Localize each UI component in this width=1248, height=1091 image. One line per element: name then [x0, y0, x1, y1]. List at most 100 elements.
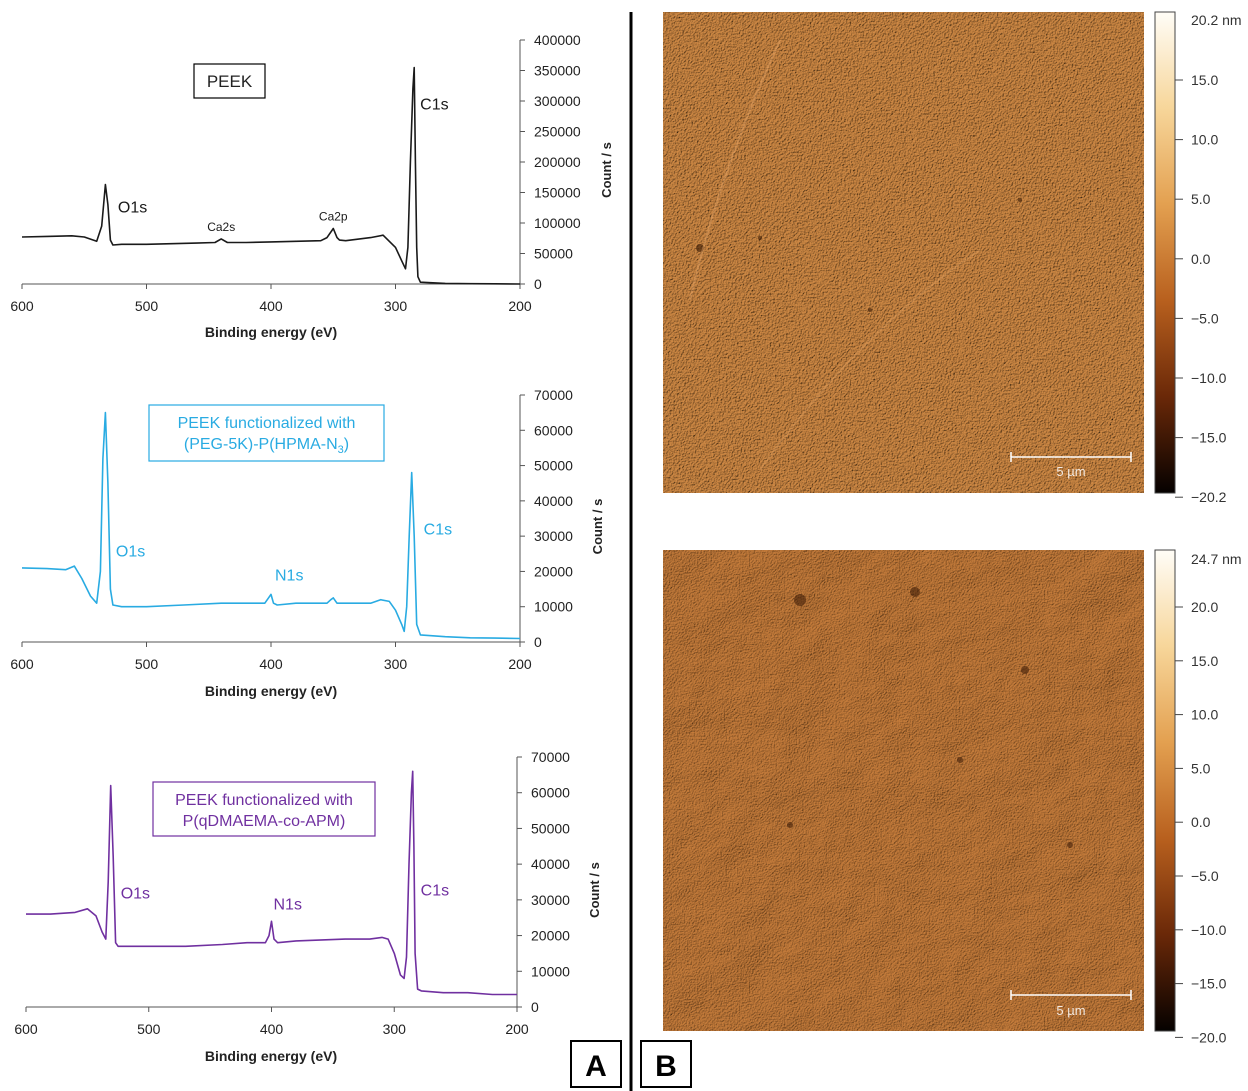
x-tick-label: 200: [505, 1021, 529, 1037]
panel-label-a: A: [570, 1040, 622, 1088]
x-tick-label: 600: [10, 298, 34, 314]
x-tick-label: 400: [259, 298, 283, 314]
y-tick-label: 60000: [534, 422, 573, 438]
colorbar-max-label: 20.2 nm: [1191, 12, 1242, 28]
xps-chart-1: 600 500 400 300 2000 50000 100000 150000 200000 2…: [10, 32, 614, 340]
colorbar-tick-label: 15.0: [1191, 72, 1218, 88]
surface-feature: [957, 757, 963, 763]
y-axis-title: Count / s: [587, 862, 602, 918]
chart-title-line-2: (PEG-5K)-P(HPMA-N3): [184, 436, 349, 456]
colorbar-tick-label: 0.0: [1191, 814, 1211, 830]
x-tick-label: 300: [383, 1021, 407, 1037]
colorbar-tick-label: −5.0: [1191, 868, 1219, 884]
surface-scratch: [689, 39, 781, 301]
y-tick-label: 250000: [534, 124, 581, 140]
y-tick-label: 10000: [531, 963, 570, 979]
colorbar-tick-label: −20.0: [1191, 1029, 1227, 1045]
peak-label: C1s: [424, 522, 452, 539]
surface-feature: [910, 587, 920, 597]
colorbar-tick-label: 15.0: [1191, 653, 1218, 669]
x-axis-title: Binding energy (eV): [205, 324, 337, 340]
surface-feature: [868, 308, 872, 312]
surface-feature: [1018, 198, 1022, 202]
y-tick-label: 70000: [531, 749, 570, 765]
y-axis-title: Count / s: [599, 142, 614, 198]
peak-label: C1s: [420, 96, 448, 113]
colorbar-tick-label: 5.0: [1191, 760, 1211, 776]
y-tick-label: 400000: [534, 32, 581, 48]
colorbar-tick-label: −15.0: [1191, 430, 1227, 446]
afm-image-2: 5 µm: [663, 550, 1144, 1031]
y-tick-label: 150000: [534, 185, 581, 201]
surface-feature: [758, 236, 762, 240]
colorbar-tick-label: −15.0: [1191, 976, 1227, 992]
y-tick-label: 10000: [534, 599, 573, 615]
y-tick-label: 50000: [534, 246, 573, 262]
colorbar-tick-label: 10.0: [1191, 132, 1218, 148]
title-box: [148, 404, 385, 462]
y-axis-title: Count / s: [590, 499, 605, 555]
y-tick-label: 20000: [534, 563, 573, 579]
y-tick-label: 350000: [534, 63, 581, 79]
y-tick-label: 30000: [534, 528, 573, 544]
panel-label-b: B: [640, 1040, 692, 1088]
x-tick-label: 400: [259, 656, 283, 672]
y-tick-label: 200000: [534, 154, 581, 170]
chart-title: PEEK: [207, 72, 253, 91]
y-tick-label: 0: [534, 276, 542, 292]
y-tick-label: 50000: [534, 458, 573, 474]
title-box: [193, 63, 266, 99]
afm-colorbar-2: 24.7 nm 20.0 15.0 10.0 5.0 0.0 −5.0 −10.0 −15.0…: [1154, 549, 1242, 1045]
afm-image-1: 5 µm: [663, 12, 1144, 493]
x-tick-label: 300: [384, 656, 408, 672]
x-tick-label: 500: [135, 656, 159, 672]
x-tick-label: 500: [137, 1021, 161, 1037]
svg-text:A: A: [585, 1050, 607, 1083]
scale-bar-label: 5 µm: [1056, 464, 1085, 479]
y-tick-label: 300000: [534, 93, 581, 109]
peak-label: O1s: [116, 544, 145, 561]
colorbar-tick-label: 5.0: [1191, 191, 1211, 207]
y-tick-label: 20000: [531, 928, 570, 944]
surface-feature: [1067, 842, 1073, 848]
y-tick-label: 0: [531, 999, 539, 1015]
peak-label: N1s: [275, 567, 303, 584]
peak-label: O1s: [118, 200, 147, 217]
spectrum-line: [21, 411, 521, 640]
surface-feature: [696, 244, 704, 252]
x-tick-label: 200: [508, 298, 532, 314]
colorbar-tick-label: 0.0: [1191, 251, 1211, 267]
y-tick-label: 30000: [531, 892, 570, 908]
x-tick-label: 400: [260, 1021, 284, 1037]
scale-bar-label: 5 µm: [1056, 1003, 1085, 1018]
peak-label: Ca2s: [207, 220, 235, 234]
colorbar-tick-label: −5.0: [1191, 310, 1219, 326]
surface-feature: [794, 594, 806, 606]
chart-title-line-1: PEEK functionalized with: [178, 415, 356, 432]
x-tick-label: 600: [10, 656, 34, 672]
x-tick-label: 300: [384, 298, 408, 314]
colorbar-tick-label: 10.0: [1191, 707, 1218, 723]
colorbar-tick-label: −10.0: [1191, 922, 1227, 938]
surface-feature: [1021, 666, 1029, 674]
y-tick-label: 60000: [531, 785, 570, 801]
peak-label: Ca2p: [319, 209, 348, 223]
y-tick-label: 70000: [534, 387, 573, 403]
surface-feature: [787, 822, 793, 828]
x-tick-label: 600: [14, 1021, 38, 1037]
colorbar-tick-label: −10.0: [1191, 370, 1227, 386]
y-tick-label: 50000: [531, 820, 570, 836]
y-tick-label: 100000: [534, 215, 581, 231]
y-tick-label: 0: [534, 634, 542, 650]
spectrum-line: [21, 66, 521, 285]
x-tick-label: 500: [135, 298, 159, 314]
y-tick-label: 40000: [534, 493, 573, 509]
surface-scratch: [759, 249, 981, 471]
peak-label: O1s: [121, 886, 150, 903]
peak-label: C1s: [421, 882, 449, 899]
peak-label: N1s: [274, 896, 302, 913]
x-axis-title: Binding energy (eV): [205, 683, 337, 699]
colorbar-tick-label: −20.2: [1191, 489, 1227, 505]
xps-chart-2: 600 500 400 300 2000 10000 20000 30000 40000 5000…: [10, 387, 605, 699]
